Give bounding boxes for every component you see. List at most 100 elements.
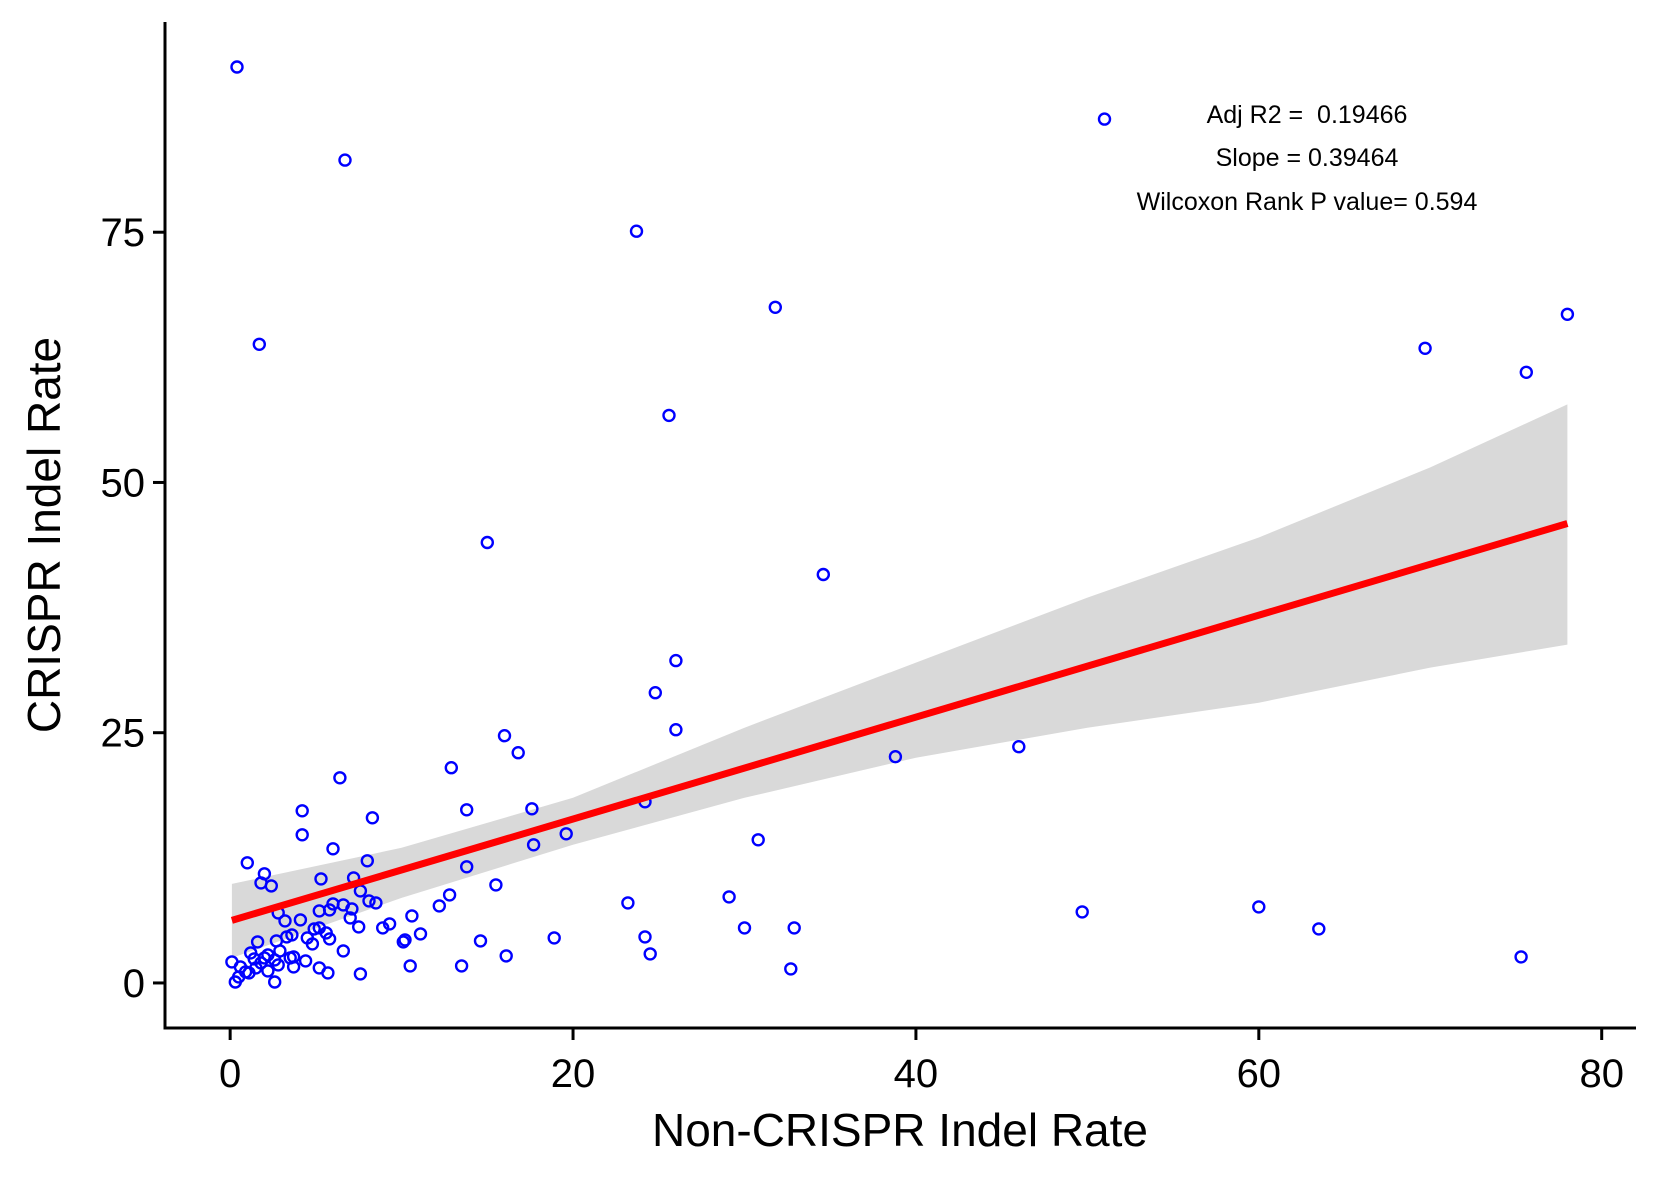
data-point bbox=[333, 771, 347, 785]
data-point bbox=[298, 954, 313, 968]
x-tick-label: 80 bbox=[1579, 1052, 1624, 1096]
y-tick-label: 0 bbox=[123, 962, 145, 1006]
data-point bbox=[497, 729, 512, 743]
data-point bbox=[547, 931, 561, 945]
data-point bbox=[365, 811, 380, 825]
data-point bbox=[444, 761, 458, 775]
data-point bbox=[271, 958, 285, 972]
data-point bbox=[305, 937, 320, 951]
data-point bbox=[1560, 307, 1575, 321]
data-point bbox=[454, 959, 469, 973]
x-axis-title: Non-CRISPR Indel Rate bbox=[652, 1104, 1148, 1156]
data-point bbox=[413, 927, 428, 941]
data-point bbox=[737, 921, 752, 935]
data-point bbox=[816, 567, 830, 582]
y-tick-label: 75 bbox=[101, 211, 146, 255]
data-point bbox=[1252, 900, 1266, 914]
data-point bbox=[322, 932, 337, 946]
data-point bbox=[662, 408, 676, 423]
data-point bbox=[669, 723, 683, 737]
regression-line bbox=[230, 520, 1569, 924]
data-point bbox=[338, 153, 352, 167]
data-point bbox=[398, 933, 412, 947]
data-point bbox=[525, 802, 539, 816]
data-point bbox=[768, 300, 782, 314]
data-point bbox=[1312, 922, 1326, 936]
data-point bbox=[638, 930, 652, 944]
x-tick-label: 60 bbox=[1237, 1052, 1282, 1096]
data-point bbox=[499, 949, 513, 963]
data-point bbox=[264, 879, 278, 893]
data-point bbox=[405, 909, 419, 923]
data-point bbox=[751, 833, 765, 847]
data-point bbox=[321, 966, 335, 980]
data-point bbox=[787, 921, 801, 935]
data-point bbox=[1097, 112, 1112, 126]
stats-annotation: Adj R2 = 0.19466 Slope = 0.39464 Wilcoxo… bbox=[1137, 101, 1478, 216]
data-point bbox=[278, 914, 292, 928]
data-point bbox=[489, 878, 503, 892]
annotation-adj-r2: Adj R2 = 0.19466 bbox=[1207, 101, 1408, 129]
x-tick-label: 20 bbox=[551, 1052, 596, 1096]
x-tick-label: 0 bbox=[219, 1052, 241, 1096]
confidence-band bbox=[231, 404, 1568, 958]
y-axis-title: CRISPR Indel Rate bbox=[18, 337, 70, 733]
data-point bbox=[559, 827, 573, 841]
data-point bbox=[648, 686, 662, 700]
data-point bbox=[307, 922, 321, 936]
data-point bbox=[336, 944, 350, 958]
confidence-band-layer bbox=[231, 404, 1568, 958]
data-point bbox=[345, 902, 359, 916]
data-point bbox=[268, 975, 282, 989]
data-point bbox=[1075, 905, 1089, 919]
data-point bbox=[376, 921, 390, 935]
data-point bbox=[722, 890, 736, 904]
annotation-wilcoxon-p: Wilcoxon Rank P value= 0.594 bbox=[1137, 188, 1478, 216]
data-point bbox=[362, 894, 376, 908]
data-point bbox=[669, 653, 683, 668]
data-point bbox=[526, 838, 541, 852]
y-tick-label: 50 bbox=[101, 461, 146, 505]
data-point bbox=[382, 917, 397, 931]
annotation-slope: Slope = 0.39464 bbox=[1216, 144, 1399, 172]
data-point bbox=[360, 854, 374, 868]
data-point bbox=[286, 960, 301, 974]
data-point bbox=[480, 535, 494, 550]
ticks-layer: 0 20 40 60 80 0 25 50 75 bbox=[101, 211, 1624, 1096]
data-point bbox=[314, 872, 328, 886]
data-point bbox=[432, 899, 446, 913]
data-point bbox=[369, 896, 383, 910]
data-point bbox=[888, 750, 903, 764]
data-point bbox=[1012, 740, 1026, 754]
data-point bbox=[252, 337, 266, 351]
data-point bbox=[230, 60, 244, 74]
data-point bbox=[511, 746, 525, 760]
data-point bbox=[261, 964, 275, 978]
data-point bbox=[643, 947, 657, 961]
data-point bbox=[442, 888, 457, 902]
data-point bbox=[326, 842, 340, 856]
data-point bbox=[240, 856, 255, 870]
data-point bbox=[295, 828, 309, 842]
data-point bbox=[1519, 365, 1534, 379]
data-point bbox=[621, 896, 635, 910]
data-point bbox=[247, 952, 261, 966]
data-point bbox=[322, 903, 337, 917]
data-point bbox=[228, 975, 243, 989]
axes-layer bbox=[163, 22, 1636, 1030]
data-point bbox=[250, 935, 265, 949]
data-point bbox=[295, 804, 309, 818]
data-point bbox=[473, 934, 488, 948]
y-tick-label: 25 bbox=[101, 712, 146, 756]
data-point bbox=[343, 911, 357, 925]
data-point bbox=[1514, 950, 1528, 964]
data-point bbox=[1418, 341, 1432, 355]
data-points-layer bbox=[225, 60, 1575, 989]
data-point bbox=[784, 962, 798, 976]
fit-line-layer bbox=[230, 520, 1569, 924]
data-point bbox=[353, 967, 368, 981]
data-point bbox=[396, 935, 410, 949]
data-point bbox=[352, 920, 366, 934]
data-point bbox=[403, 959, 417, 973]
